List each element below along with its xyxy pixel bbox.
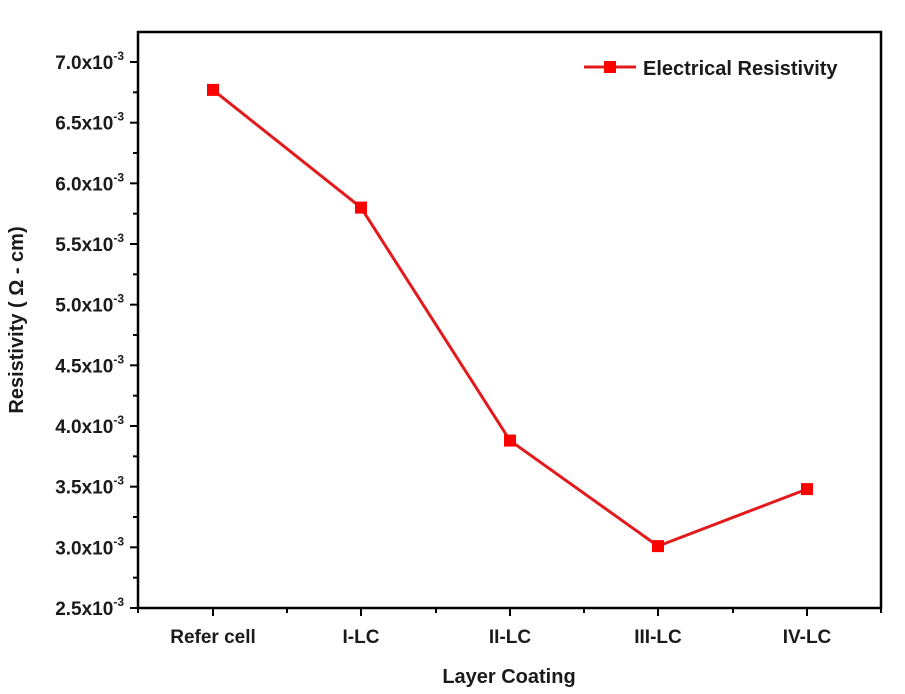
y-tick-label: 4.0x10-3 [55, 413, 124, 438]
data-series-electrical-resistivity [207, 83, 813, 553]
y-axis: 2.5x10-3 3.0x10-3 3.5x10-3 4.0x10-3 4.5x10-3… [55, 49, 138, 620]
series-line [212, 88, 808, 548]
legend-square-marker-icon [604, 61, 616, 73]
y-tick-label: 5.5x10-3 [55, 231, 124, 256]
x-tick-label: III-LC [634, 627, 682, 648]
legend: Electrical Resistivity [584, 58, 838, 80]
data-point-marker [801, 483, 813, 496]
legend-label: Electrical Resistivity [643, 58, 838, 80]
x-tick-label: II-LC [489, 627, 531, 648]
y-tick-label: 4.5x10-3 [55, 352, 124, 377]
x-tick-label: Refer cell [170, 627, 256, 648]
y-axis-title: Resistivity ( Ω - cm) [6, 226, 28, 413]
x-tick-label: IV-LC [783, 627, 832, 648]
x-axis-title: Layer Coating [442, 666, 575, 688]
data-point-marker [504, 434, 516, 447]
y-tick-label: 6.5x10-3 [55, 110, 124, 135]
y-tick-label: 3.5x10-3 [55, 474, 124, 499]
y-tick-label: 7.0x10-3 [55, 49, 124, 74]
data-point-marker [355, 201, 367, 214]
y-tick-label: 5.0x10-3 [55, 292, 124, 317]
data-point-marker [207, 83, 219, 96]
y-tick-label: 6.0x10-3 [55, 170, 124, 195]
y-tick-label: 3.0x10-3 [55, 534, 124, 559]
y-tick-label: 2.5x10-3 [55, 595, 124, 620]
x-axis: Refer cell I-LC II-LC III-LC IV-LC [137, 608, 882, 648]
data-point-marker [652, 540, 664, 553]
x-tick-label: I-LC [343, 627, 380, 648]
